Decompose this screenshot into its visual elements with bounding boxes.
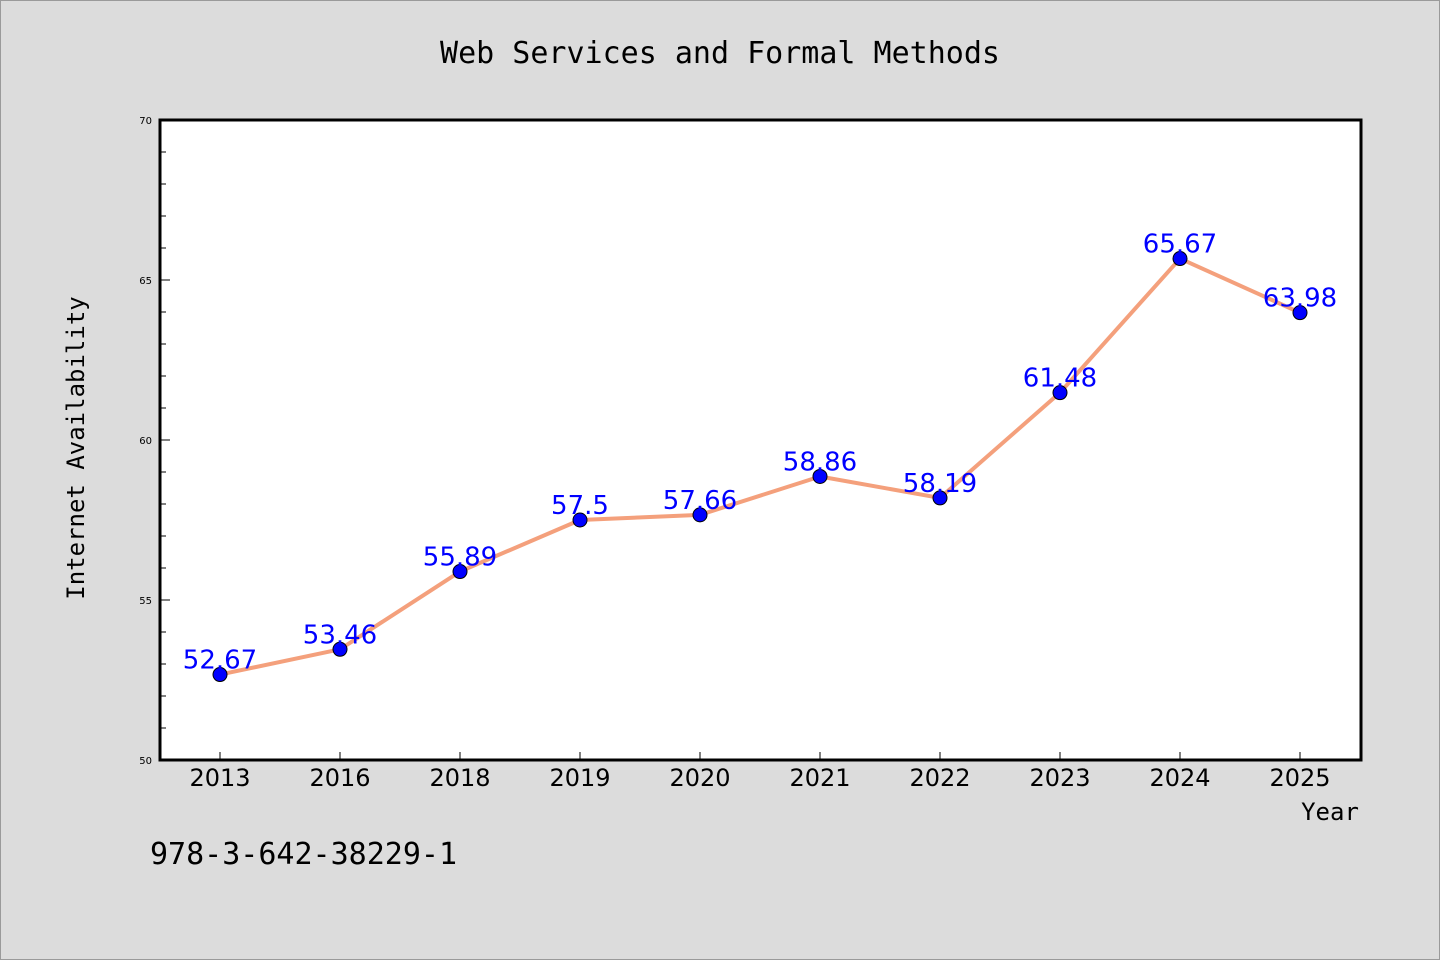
- data-label: 61.48: [1023, 364, 1097, 394]
- series-line: [218, 256, 1302, 677]
- x-tick-label: 2020: [669, 764, 730, 792]
- y-tick-label: 60: [139, 436, 152, 447]
- y-tick-label: 55: [139, 596, 152, 607]
- x-tick-label: 2024: [1149, 764, 1210, 792]
- data-label: 53.46: [303, 620, 377, 650]
- y-axis: 50 55 60 65 70: [139, 116, 170, 767]
- x-tick-label: 2016: [309, 764, 370, 792]
- series-markers: [212, 251, 1308, 683]
- data-label: 58.86: [783, 447, 857, 477]
- data-point: [452, 564, 468, 580]
- data-point: [1292, 305, 1308, 321]
- x-axis: 2013 2016 2018 2019 2020 2021 2022 2023 2024 2025: [189, 752, 1331, 792]
- data-point: [212, 667, 228, 683]
- data-label: 63.98: [1263, 284, 1337, 314]
- data-label: 57.5: [551, 491, 609, 521]
- chart-title: Web Services and Formal Methods: [440, 36, 1000, 71]
- data-label: 55.89: [423, 543, 497, 573]
- x-tick-label: 2022: [909, 764, 970, 792]
- y-tick-label: 50: [139, 756, 152, 767]
- data-point: [932, 490, 948, 506]
- x-tick-label: 2019: [549, 764, 610, 792]
- isbn-annotation: 978-3-642-38229-1: [150, 837, 457, 872]
- x-tick-label: 2025: [1269, 764, 1330, 792]
- data-point: [812, 468, 828, 484]
- y-tick-label: 65: [139, 276, 152, 287]
- data-label: 57.66: [663, 486, 737, 516]
- x-tick-label: 2023: [1029, 764, 1090, 792]
- x-tick-label: 2013: [189, 764, 250, 792]
- y-axis-label: Internet Availability: [62, 296, 90, 599]
- series-path: [218, 256, 1302, 677]
- x-tick-label: 2021: [789, 764, 850, 792]
- data-label: 58.19: [903, 469, 977, 499]
- x-axis-label: Year: [1301, 798, 1359, 826]
- x-tick-label: 2018: [429, 764, 490, 792]
- plot-area: [158, 118, 1363, 762]
- data-labels: 52.67 53.46 55.89 57.5 57.66 58.86 58.19 61.48 6…: [183, 230, 1337, 676]
- data-point: [1052, 385, 1068, 401]
- data-label: 52.67: [183, 646, 257, 676]
- data-point: [692, 507, 708, 523]
- data-point: [572, 512, 588, 528]
- data-point: [1172, 251, 1188, 267]
- y-tick-label: 70: [139, 116, 152, 127]
- data-point: [332, 641, 348, 657]
- data-label: 65.67: [1143, 230, 1217, 260]
